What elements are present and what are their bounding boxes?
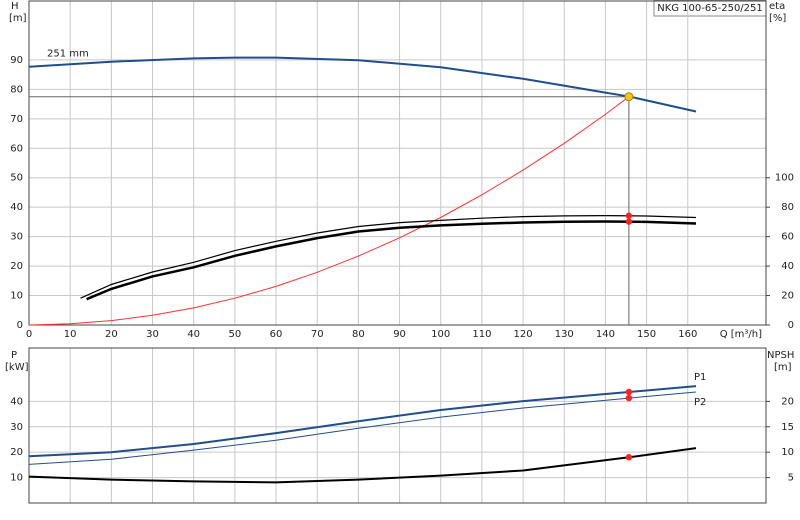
series-line [28,447,697,484]
y2-tick-label: 15 [781,422,794,433]
y2-axis-label: NPSH [767,350,794,361]
y-tick-label: 0 [17,320,23,331]
x-tick-label: 140 [596,329,615,340]
y2-tick-label: 40 [781,261,794,272]
y-tick-label: 80 [10,84,23,95]
y-tick-label: 30 [10,422,23,433]
plot-frame [28,0,767,326]
chart-title: NKG 100-65-250/251 [657,3,763,14]
y-tick-label: 40 [10,202,23,213]
x-axis-label: Q [m³/h] [720,329,762,340]
y-tick-label: 20 [10,447,23,458]
x-tick-label: 150 [637,329,656,340]
operating-marker [625,218,633,225]
y-tick-label: 60 [10,143,23,154]
y-tick-label: 90 [10,55,23,66]
y-tick-label: 10 [10,473,23,484]
operating-marker [625,388,633,396]
x-tick-label: 110 [472,329,491,340]
operating-marker [625,454,633,461]
x-tick-label: 100 [431,329,450,340]
x-tick-label: 70 [311,329,324,340]
y-tick-label: 30 [10,232,23,243]
x-tick-label: 50 [228,329,241,340]
x-tick-label: 20 [105,329,118,340]
series-line [80,214,697,299]
y2-tick-label: 20 [781,291,794,302]
y2-axis-label: eta [769,1,785,12]
x-tick-label: 90 [393,329,406,340]
x-tick-label: 120 [514,329,533,340]
y2-tick-label: 10 [781,447,794,458]
y2-tick-label: 0 [788,320,794,331]
y2-tick-label: 100 [775,173,794,184]
y-tick-label: 70 [10,114,23,125]
y2-tick-label: 5 [788,473,794,484]
y-axis-label: H [11,1,19,12]
series-line [28,385,697,458]
y2-tick-label: 80 [781,202,794,213]
y2-tick-label: 60 [781,232,794,243]
x-tick-label: 60 [270,329,283,340]
x-tick-label: 0 [26,329,32,340]
y-axis-unit: [m] [9,13,27,24]
series-line [28,56,697,113]
series-line [28,96,630,326]
y2-tick-label: 20 [781,396,794,407]
x-tick-label: 10 [64,329,77,340]
x-tick-label: 30 [146,329,159,340]
series-line [86,220,697,301]
plot-frame [28,347,767,504]
y2-axis-unit: [m] [774,362,792,373]
y-tick-label: 20 [10,261,23,272]
x-tick-label: 80 [352,329,365,340]
duty-point [624,92,634,102]
series-label: 251 mm [47,49,89,60]
y-axis-label: P [11,350,17,361]
x-tick-label: 160 [678,329,697,340]
y-axis-unit: [kW] [5,362,29,373]
series-line [28,391,697,465]
series-label: P1 [694,372,706,383]
series-label: P2 [694,397,706,408]
x-tick-label: 40 [187,329,200,340]
y-tick-label: 10 [10,291,23,302]
y-tick-label: 40 [10,396,23,407]
y-tick-label: 50 [10,173,23,184]
operating-marker [625,394,633,402]
y2-axis-unit: [%] [769,13,786,24]
operating-marker [625,212,633,219]
x-tick-label: 130 [555,329,574,340]
